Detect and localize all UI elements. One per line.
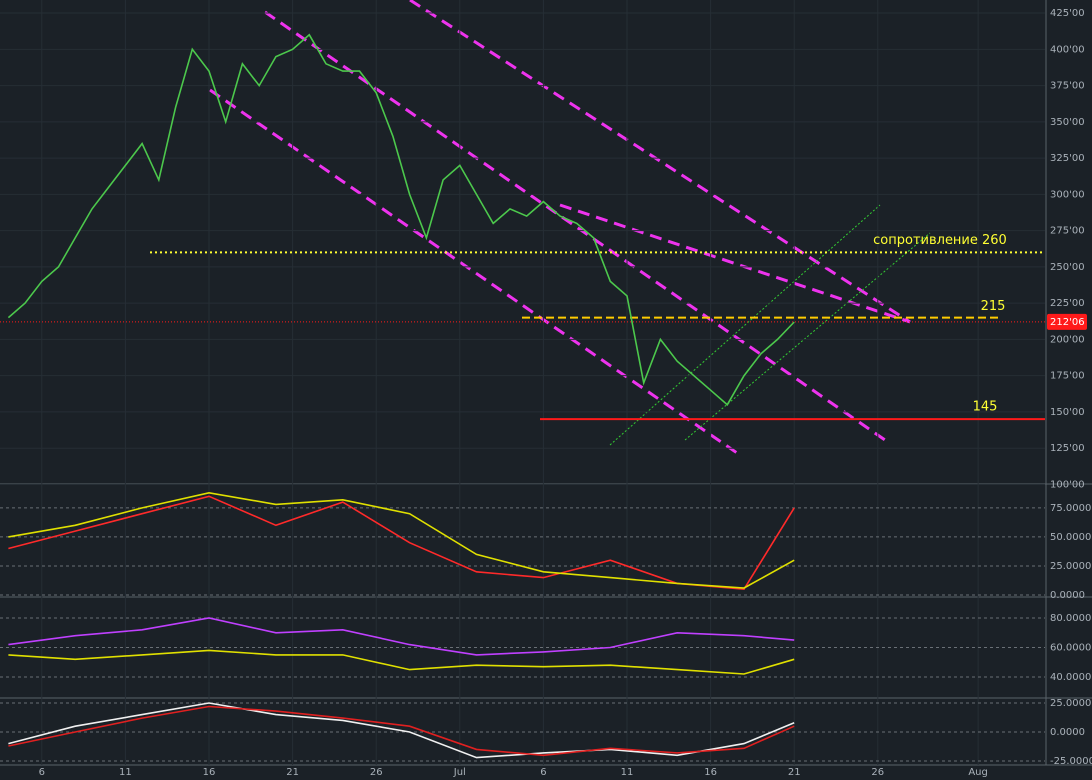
x-tick-label: 26 bbox=[370, 767, 383, 778]
y-tick-label: 350'00 bbox=[1050, 117, 1085, 128]
y-tick-label: 300'00 bbox=[1050, 189, 1085, 200]
x-tick-label: Aug bbox=[968, 767, 988, 778]
y-tick-label: 250'00 bbox=[1050, 262, 1085, 273]
y-tick-label: 375'00 bbox=[1050, 81, 1085, 92]
y-tick-label: 80.0000 bbox=[1050, 613, 1091, 624]
last-price-badge bbox=[1047, 313, 1087, 330]
level-label: 145 bbox=[973, 400, 998, 415]
y-tick-label: 25.0000 bbox=[1050, 698, 1091, 709]
x-tick-label: 16 bbox=[203, 767, 216, 778]
x-tick-label: 6 bbox=[39, 767, 45, 778]
y-tick-label: 40.0000 bbox=[1050, 672, 1091, 683]
series-line bbox=[7, 33, 795, 406]
x-tick-label: 11 bbox=[621, 767, 634, 778]
x-tick-label: 21 bbox=[286, 767, 299, 778]
level-label: 215 bbox=[981, 299, 1006, 314]
x-tick-label: 6 bbox=[540, 767, 546, 778]
y-tick-label: 100'00 bbox=[1050, 479, 1085, 490]
series-line bbox=[8, 491, 795, 589]
y-tick-label: 275'00 bbox=[1050, 226, 1085, 237]
series-line bbox=[8, 702, 795, 759]
series-line bbox=[8, 649, 795, 675]
y-tick-label: 200'00 bbox=[1050, 334, 1085, 345]
series-line bbox=[8, 705, 795, 757]
trend-lines bbox=[609, 204, 931, 446]
y-tick-label: 60.0000 bbox=[1050, 643, 1091, 654]
y-tick-label: 25.0000 bbox=[1050, 561, 1091, 572]
y-tick-label: 75.0000 bbox=[1050, 503, 1091, 514]
y-tick-label: 175'00 bbox=[1050, 371, 1085, 382]
x-tick-label: 26 bbox=[871, 767, 884, 778]
level-label: сопротивление 260 bbox=[873, 233, 1007, 248]
y-tick-label: 0.0000 bbox=[1050, 727, 1085, 738]
last-price-label: 212'06 bbox=[1050, 317, 1085, 328]
x-tick-label: 21 bbox=[788, 767, 801, 778]
y-tick-label: 325'00 bbox=[1050, 153, 1085, 164]
y-tick-label: 0.0000 bbox=[1050, 590, 1085, 601]
trend-line bbox=[684, 232, 931, 441]
channel-line bbox=[209, 88, 741, 457]
y-tick-label: 225'00 bbox=[1050, 298, 1085, 309]
channel-line bbox=[409, 0, 911, 324]
trend-line bbox=[609, 204, 881, 446]
y-tick-label: 150'00 bbox=[1050, 407, 1085, 418]
x-tick-label: 16 bbox=[704, 767, 717, 778]
y-tick-label: 425'00 bbox=[1050, 8, 1085, 19]
y-tick-label: 50.0000 bbox=[1050, 532, 1091, 543]
series-line bbox=[8, 617, 795, 656]
x-tick-label: Jul bbox=[453, 767, 466, 778]
channel-line bbox=[559, 203, 911, 324]
y-tick-label: -25.0000 bbox=[1050, 756, 1092, 767]
y-tick-label: 400'00 bbox=[1050, 44, 1085, 55]
y-tick-label: 125'00 bbox=[1050, 443, 1085, 454]
x-tick-label: 11 bbox=[119, 767, 132, 778]
